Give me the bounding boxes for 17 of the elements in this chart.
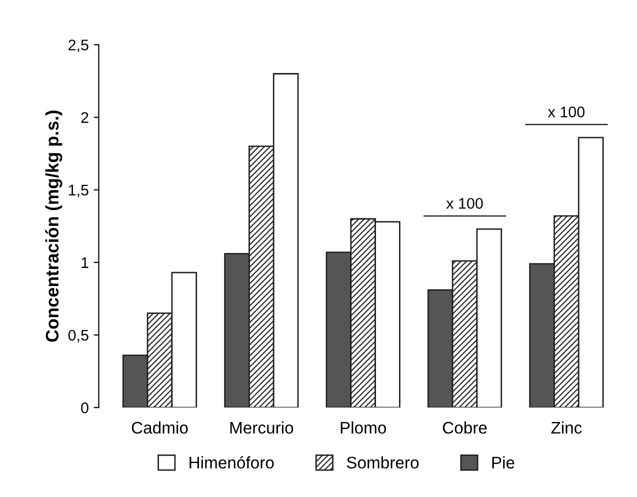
legend-label: Pie: [492, 456, 514, 469]
x-tick-label: Mercurio: [230, 421, 294, 434]
legend-label: Himenóforo: [190, 456, 274, 469]
legend-label: Sombrero: [346, 456, 419, 469]
y-axis-title: Concentración (mg/kg p.s.): [45, 110, 62, 342]
y-tick-label: 2,5: [68, 40, 88, 52]
y-tick-label: 1: [82, 257, 88, 268]
y-tick-label: 0,5: [68, 330, 88, 342]
x-tick-label: Cadmio: [132, 421, 188, 434]
annotation: x 100: [548, 106, 585, 118]
x-tick-label: Cobre: [442, 421, 487, 434]
y-tick-label: 2: [81, 112, 88, 123]
annotation: x 100: [446, 198, 483, 209]
x-tick-label: Plomo: [340, 421, 386, 434]
y-tick-label: 0: [81, 402, 88, 414]
x-tick-label: Zinc: [551, 421, 582, 434]
y-tick-label: 1,5: [68, 184, 88, 198]
